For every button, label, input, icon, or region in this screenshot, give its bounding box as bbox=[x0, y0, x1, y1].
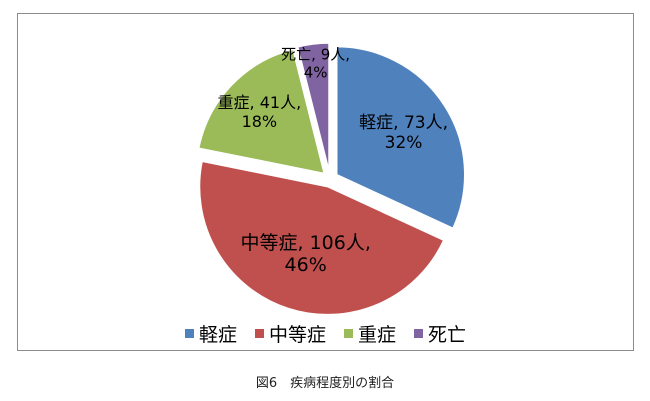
data-label-mild-line-2: 32% bbox=[385, 133, 423, 153]
data-label-death-line-2: 4% bbox=[304, 63, 328, 81]
legend-item-death: 死亡 bbox=[414, 320, 466, 347]
legend-swatch-death bbox=[414, 329, 424, 338]
legend-swatch-mild bbox=[184, 329, 194, 338]
legend-item-mild: 軽症 bbox=[184, 320, 237, 347]
data-label-moderate-line-1: 中等症, 106人, bbox=[240, 232, 370, 254]
legend: 軽症 中等症 重症 死亡 bbox=[18, 320, 633, 347]
legend-swatch-severe bbox=[344, 329, 353, 338]
legend-label-mild: 軽症 bbox=[198, 324, 237, 346]
data-label-mild-line-1: 軽症, 73人, bbox=[359, 113, 448, 133]
pie-chart: 軽症, 73人,32% 中等症, 106人,46% 重症, 41人,18% 死亡, 9… bbox=[197, 42, 466, 316]
legend-label-death: 死亡 bbox=[428, 324, 467, 346]
data-label-severe-line-1: 重症, 41人, bbox=[218, 93, 302, 112]
legend-label-severe: 重症 bbox=[358, 324, 397, 346]
legend-label-moderate: 中等症 bbox=[268, 324, 326, 346]
pie-slice-moderate bbox=[198, 160, 445, 316]
figure-caption: 図6 疾病程度別の割合 bbox=[255, 376, 395, 391]
data-label-moderate-line-2: 46% bbox=[285, 254, 327, 276]
legend-item-moderate: 中等症 bbox=[254, 320, 326, 347]
legend-item-severe: 重症 bbox=[344, 320, 396, 347]
legend-swatch-moderate bbox=[254, 329, 264, 338]
pie-slice-death bbox=[296, 42, 330, 172]
chart-frame: 軽症, 73人, 32% 中等症, 106人, 46% 重症, 41人, 18% 死亡, 9… bbox=[17, 13, 634, 351]
pie-slice-mild bbox=[335, 45, 466, 230]
pie-slice-severe bbox=[197, 48, 326, 175]
data-label-severe-line-2: 18% bbox=[242, 112, 278, 131]
data-label-death-line-1: 死亡, 9人, bbox=[281, 45, 350, 63]
